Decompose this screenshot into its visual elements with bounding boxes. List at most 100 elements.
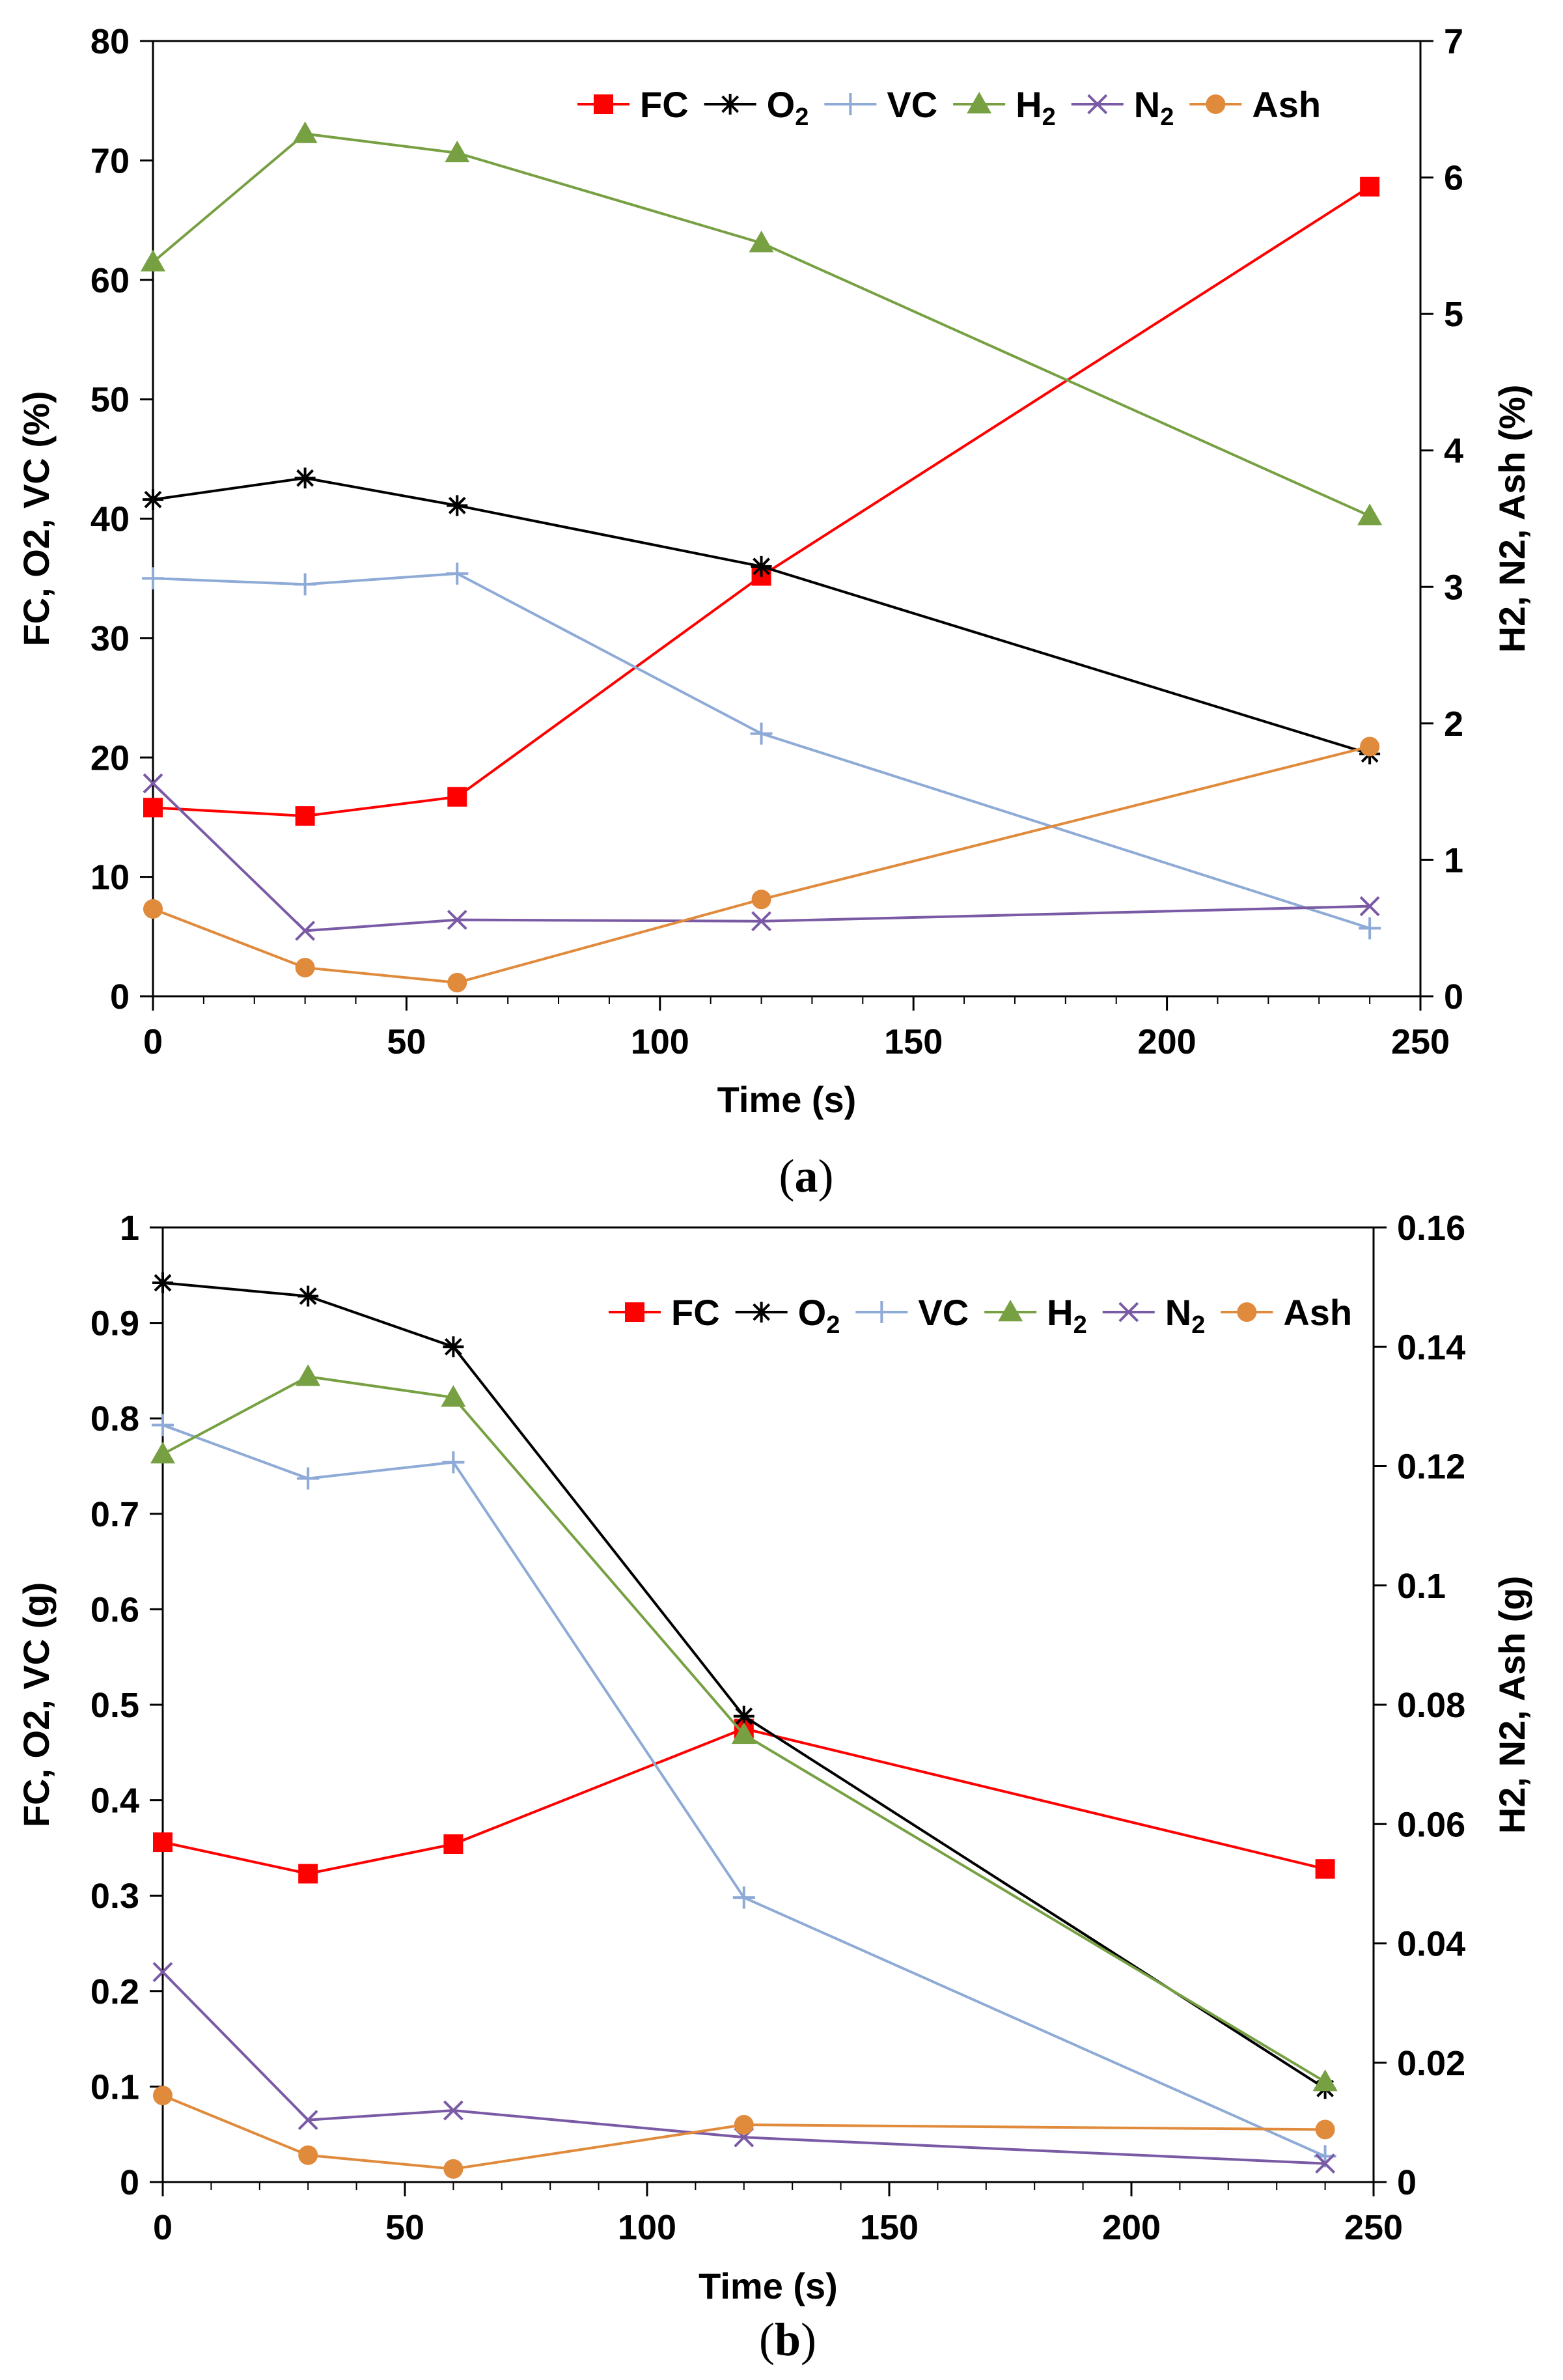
- y-left-tick-label: 70: [90, 141, 130, 180]
- y-right-tick-label: 4: [1444, 432, 1463, 471]
- legend-label-main: FC: [671, 1292, 720, 1333]
- series-h2-point: [150, 1442, 175, 1464]
- series-ash: [143, 736, 1380, 993]
- y-left-tick-label: 60: [90, 261, 130, 300]
- x-tick-label: 0: [143, 1022, 163, 1061]
- legend-item-vc: VC: [855, 1292, 969, 1333]
- panel-caption-open: (: [779, 1150, 795, 1202]
- series-ash-point: [751, 889, 771, 910]
- series-n2: [143, 773, 1380, 941]
- legend-label: VC: [918, 1292, 969, 1333]
- panel-caption-close: ): [801, 2314, 816, 2366]
- y-left-tick-label: 30: [90, 619, 130, 658]
- series-o2-point: [143, 489, 163, 511]
- legend-swatch-marker: [839, 93, 862, 115]
- y-right-tick-label: 6: [1444, 159, 1463, 198]
- legend-swatch-marker: [1087, 94, 1108, 115]
- legend-swatch-marker: [594, 94, 613, 114]
- series-n2-point: [1359, 896, 1380, 917]
- y-right-tick-label: 0.16: [1397, 1209, 1465, 1248]
- y-left-axis-title: FC, O2, VC (g): [16, 1582, 57, 1827]
- panel-caption-letter: a: [795, 1150, 818, 1202]
- series-n2-point: [443, 2100, 463, 2121]
- series-fc-point: [143, 798, 163, 818]
- legend-item-vc: VC: [824, 84, 937, 125]
- x-tick-label: 50: [385, 2208, 424, 2247]
- y-left-tick-label: 10: [90, 858, 130, 897]
- series-o2: [143, 468, 1381, 764]
- legend-swatch-marker: [1237, 1302, 1257, 1322]
- legend-label-subscript: 2: [1042, 104, 1056, 131]
- y-left-tick-label: 0.5: [90, 1686, 139, 1725]
- y-right-tick-label: 0.04: [1397, 1925, 1465, 1964]
- series-o2: [152, 1272, 1336, 2099]
- series-ash-point: [447, 973, 467, 993]
- y-left-tick-label: 50: [90, 380, 130, 419]
- legend-item-fc: FC: [577, 84, 689, 125]
- legend-label: N2: [1134, 84, 1174, 131]
- y-left-tick-label: 0.7: [90, 1495, 139, 1534]
- legend-label-main: Ash: [1252, 84, 1321, 125]
- plot-area-frame: [161, 1226, 1375, 2183]
- series-o2-point: [294, 468, 316, 489]
- legend-label: Ash: [1252, 84, 1321, 125]
- legend-label: FC: [640, 84, 689, 125]
- series-h2-point: [1312, 2069, 1338, 2092]
- legend: FC O2 VC H2 N2 Ash: [609, 1292, 1352, 1339]
- legend-item-h2: H2: [984, 1292, 1087, 1339]
- legend-label-subscript: 2: [1191, 1311, 1205, 1339]
- x-axis-title: Time (s): [699, 2265, 838, 2306]
- series-fc-line: [152, 186, 1371, 818]
- series-ash-point: [734, 2115, 754, 2135]
- y-left-tick-label: 0.2: [90, 1972, 139, 2011]
- x-tick-label: 150: [860, 2208, 919, 2247]
- y-left-tick-label: 0: [110, 977, 130, 1016]
- series-fc: [143, 176, 1380, 826]
- series-o2-point: [733, 1705, 754, 1727]
- legend-label-main: H: [1016, 84, 1042, 125]
- legend-item-ash: Ash: [1221, 1292, 1352, 1333]
- series-n2-point: [297, 2110, 318, 2131]
- series-fc-point: [1315, 1859, 1335, 1879]
- series-o2-line: [152, 477, 1370, 755]
- y-right-tick-label: 0.08: [1397, 1686, 1465, 1725]
- series-ash-point: [1315, 2120, 1335, 2140]
- legend-label: VC: [887, 84, 937, 125]
- legend-label-main: O: [767, 84, 795, 125]
- legend-swatch-marker: [870, 1301, 893, 1323]
- series-n2-point: [295, 920, 316, 941]
- series-vc: [142, 562, 1381, 940]
- series-vc-point: [442, 1451, 465, 1474]
- legend-label: N2: [1165, 1292, 1206, 1339]
- series-fc-point: [1360, 176, 1380, 197]
- series-h2-point: [292, 121, 318, 143]
- y-left-tick-label: 1: [120, 1209, 139, 1248]
- legend-label: H2: [1016, 84, 1056, 131]
- legend-swatch-marker: [1118, 1302, 1139, 1323]
- series-h2-point: [141, 249, 165, 272]
- legend-item-o2: O2: [735, 1292, 840, 1339]
- y-right-tick-label: 2: [1444, 705, 1463, 744]
- legend-label: O2: [798, 1292, 840, 1339]
- legend-label-main: VC: [887, 84, 937, 125]
- series-ash-point: [295, 957, 315, 977]
- legend-swatch-marker: [998, 1300, 1023, 1322]
- series-vc-point: [732, 1886, 755, 1909]
- series-vc-point: [1359, 917, 1381, 940]
- y-right-tick-label: 1: [1444, 841, 1463, 880]
- series-o2-point: [443, 1336, 464, 1358]
- legend-label-main: N: [1134, 84, 1160, 125]
- series-n2-point: [143, 773, 163, 794]
- series-o2-point: [751, 555, 772, 577]
- y-left-tick-label: 20: [90, 738, 130, 777]
- y-right-tick-label: 0.02: [1397, 2044, 1465, 2083]
- legend-label-subscript: 2: [1160, 104, 1174, 131]
- series-vc: [152, 1414, 1336, 2168]
- series-ash-point: [298, 2145, 318, 2165]
- legend-label: Ash: [1283, 1292, 1352, 1333]
- legend-label-main: Ash: [1283, 1292, 1352, 1333]
- panel-caption-close: ): [818, 1150, 834, 1202]
- series-ash-point: [153, 2086, 173, 2106]
- series-h2-line: [152, 132, 1370, 518]
- y-left-tick-label: 80: [90, 22, 130, 61]
